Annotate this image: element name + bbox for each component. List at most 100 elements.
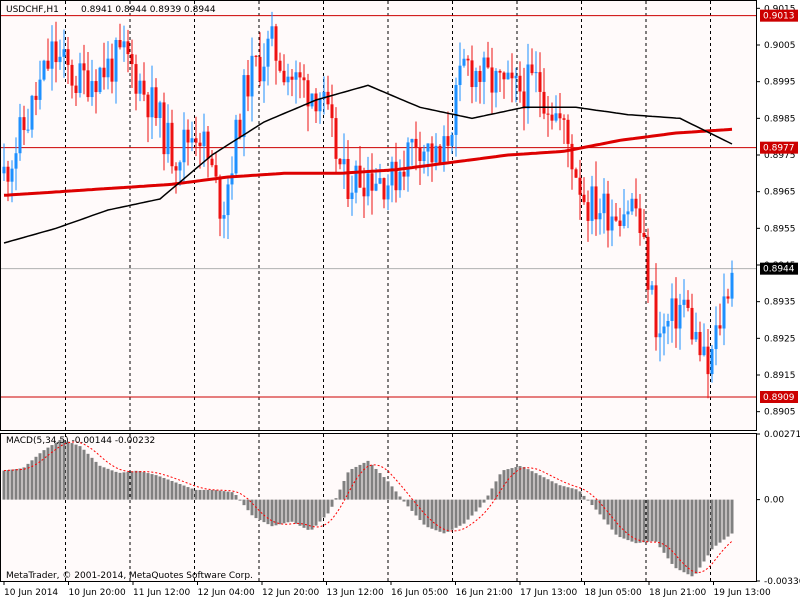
candle-body <box>578 177 582 195</box>
macd-bar <box>94 461 98 500</box>
candle-body <box>382 178 386 200</box>
macd-bar <box>130 471 134 500</box>
candle-body <box>118 39 122 48</box>
candle-body <box>26 129 30 131</box>
ma-line-0 <box>3 127 733 197</box>
macd-bar <box>286 499 290 523</box>
candle-body <box>662 326 666 334</box>
candle-body <box>486 57 490 68</box>
candle-body <box>94 81 98 93</box>
macd-bar <box>410 499 414 511</box>
x-tick-label: 12 Jun 20:00 <box>262 588 319 598</box>
macd-bar <box>342 480 346 500</box>
candle-body <box>678 304 682 329</box>
macd-bar <box>382 477 386 500</box>
macd-bar <box>414 499 418 516</box>
candle-body <box>202 131 206 147</box>
macd-bar <box>722 499 726 540</box>
macd-bar <box>446 499 450 532</box>
macd-bar <box>74 444 78 500</box>
candle-body <box>682 299 686 305</box>
candle-body <box>730 272 734 299</box>
candle-body <box>570 143 574 170</box>
candle-body <box>538 72 542 92</box>
candle-body <box>374 183 378 191</box>
macd-bar <box>638 499 642 543</box>
macd-bar <box>106 468 110 500</box>
candle-body <box>6 166 10 182</box>
candle-body <box>302 77 306 81</box>
macd-bar <box>150 474 154 500</box>
candle-body <box>446 136 450 146</box>
candle-body <box>294 72 298 80</box>
macd-bar <box>86 453 90 500</box>
candle-body <box>370 173 374 191</box>
macd-bar <box>450 499 454 530</box>
candle-body <box>350 192 354 199</box>
candle-body <box>598 213 602 220</box>
macd-bar <box>654 499 658 542</box>
macd-bar <box>726 499 730 537</box>
candle-body <box>474 70 478 88</box>
candle-body <box>110 58 114 82</box>
macd-bar <box>162 477 166 500</box>
macd-bar <box>458 499 462 526</box>
candle-body <box>630 198 634 212</box>
candle-body <box>638 208 642 233</box>
candle-body <box>622 214 626 226</box>
macd-signal <box>3 441 733 574</box>
candle-body <box>554 113 558 121</box>
macd-y-tick-label: 0.00271 <box>764 430 800 440</box>
candle-body <box>346 158 350 199</box>
candle-body <box>2 166 6 174</box>
candle-body <box>134 64 138 94</box>
candle-body <box>54 41 58 63</box>
candle-body <box>70 64 74 86</box>
macd-bar <box>574 489 578 500</box>
macd-bar <box>550 481 554 500</box>
macd-bar <box>706 499 710 556</box>
macd-bar <box>182 485 186 500</box>
level-badge-label: 0.8977 <box>763 144 795 154</box>
macd-bar <box>678 499 682 571</box>
candle-body <box>530 64 534 74</box>
candle-body <box>274 26 278 61</box>
macd-bar <box>658 499 662 548</box>
candle-body <box>626 211 630 215</box>
candle-body <box>366 173 370 197</box>
macd-bar <box>730 499 734 534</box>
macd-bar <box>406 499 410 507</box>
macd-bar <box>114 471 118 500</box>
x-tick-label: 18 Jun 21:00 <box>649 588 706 598</box>
candle-body <box>182 129 186 163</box>
macd-bar <box>50 445 54 500</box>
candle-body <box>318 99 322 112</box>
candle-body <box>42 60 46 80</box>
candle-body <box>222 215 226 219</box>
candle-body <box>266 38 270 67</box>
candle-body <box>454 84 458 135</box>
candle-body <box>694 331 698 340</box>
candle-body <box>22 117 26 131</box>
macd-y-tick-label: -0.00336 <box>764 577 800 587</box>
macd-bar <box>258 499 262 521</box>
macd-bar <box>78 446 82 500</box>
candle-body <box>702 346 706 356</box>
candle-body <box>482 57 486 82</box>
y-tick-label: 0.9015 <box>764 4 796 14</box>
macd-bar <box>390 486 394 500</box>
macd-bar <box>166 479 170 500</box>
candle-body <box>126 41 130 55</box>
macd-bar <box>454 499 458 528</box>
macd-bar <box>46 447 50 500</box>
candle-body <box>706 346 710 375</box>
macd-bar <box>690 499 694 577</box>
candle-body <box>714 325 718 350</box>
candle-body <box>170 122 174 167</box>
candle-body <box>686 299 690 308</box>
macd-bar <box>338 489 342 500</box>
macd-bar <box>134 470 138 500</box>
macd-bar <box>626 499 630 541</box>
y-tick-label: 0.8985 <box>764 114 796 124</box>
macd-bar <box>66 441 70 500</box>
